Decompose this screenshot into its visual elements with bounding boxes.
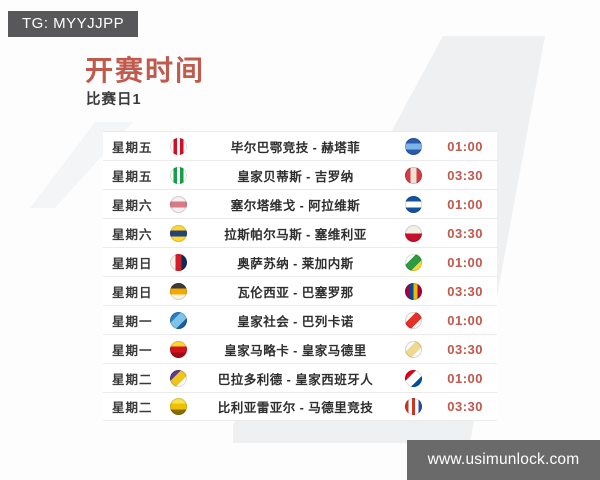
table-row: 星期日 奥萨苏纳 - 莱加内斯 01:00 [103,247,497,276]
table-row: 星期二 巴拉多利德 - 皇家西班牙人 01:00 [103,363,497,392]
away-logo-cell [399,224,427,242]
home-logo-cell [164,340,192,358]
home-logo-cell [164,224,192,242]
away-logo-cell [399,166,427,184]
kickoff-time: 03:30 [447,167,483,183]
day-label: 星期一 [112,343,153,358]
kickoff-time: 03:30 [447,283,483,299]
match-label: 拉斯帕尔马斯 - 塞维利亚 [224,227,367,242]
home-logo-cell [164,282,192,300]
real-betis-logo [169,166,187,184]
table-row: 星期二 比利亚雷亚尔 - 马德里竞技 03:30 [103,392,497,421]
day-label: 星期日 [112,256,153,271]
home-logo-cell [164,311,192,329]
away-logo-cell [399,253,427,271]
away-logo-cell [399,137,427,155]
table-row: 星期五 皇家贝蒂斯 - 吉罗纳 03:30 [103,160,497,189]
match-label: 巴拉多利德 - 皇家西班牙人 [217,372,374,387]
table-row: 星期六 拉斯帕尔马斯 - 塞维利亚 03:30 [103,218,497,247]
valencia-logo [169,282,187,300]
day-label: 星期五 [112,169,153,184]
away-logo-cell [399,195,427,213]
kickoff-time: 03:30 [447,225,483,241]
day-label: 星期二 [112,401,153,415]
tg-handle-badge: TG: MYYJJPP [8,11,139,37]
site-url-banner: www.usimunlock.com [407,440,600,480]
away-logo-cell [399,282,427,300]
away-logo-cell [399,311,427,329]
valladolid-logo [169,369,187,387]
away-logo-cell [399,369,427,387]
alaves-logo [404,195,422,213]
title-block: 开赛时间 比赛日1 [85,55,206,109]
atletico-madrid-logo [404,398,422,415]
athletic-bilbao-logo [169,137,187,155]
kickoff-time: 03:30 [447,341,483,357]
away-logo-cell [399,340,427,358]
match-label: 皇家贝蒂斯 - 吉罗纳 [237,169,354,184]
table-row: 星期五 毕尔巴鄂竞技 - 赫塔菲 01:00 [103,131,497,160]
day-label: 星期六 [112,227,153,242]
table-row: 星期一 皇家马略卡 - 皇家马德里 03:30 [103,334,497,363]
match-label: 比利亚雷亚尔 - 马德里竞技 [217,401,374,415]
match-label: 瓦伦西亚 - 巴塞罗那 [237,285,354,300]
las-palmas-logo [169,224,187,242]
home-logo-cell [164,137,192,155]
espanyol-logo [404,369,422,387]
home-logo-cell [164,398,192,415]
match-label: 毕尔巴鄂竞技 - 赫塔菲 [230,140,361,155]
villarreal-logo [169,398,187,415]
away-logo-cell [399,398,427,415]
barcelona-logo [404,282,422,300]
rayo-vallecano-logo [404,311,422,329]
day-label: 星期二 [112,372,153,387]
day-label: 星期一 [112,314,153,329]
table-row: 星期一 皇家社会 - 巴列卡诺 01:00 [103,305,497,334]
kickoff-time: 01:00 [447,138,483,154]
home-logo-cell [164,166,192,184]
celta-vigo-logo [169,195,187,213]
girona-logo [404,166,422,184]
match-table: 星期五 毕尔巴鄂竞技 - 赫塔菲 01:00 星期五 皇家贝蒂斯 - 吉罗纳 03:30 星… [103,131,497,421]
kickoff-time: 03:30 [447,399,483,414]
kickoff-time: 01:00 [447,370,483,386]
home-logo-cell [164,369,192,387]
day-label: 星期五 [112,140,153,155]
leganes-logo [404,253,422,271]
mallorca-logo [169,340,187,358]
day-label: 星期日 [112,285,153,300]
match-label: 皇家社会 - 巴列卡诺 [237,314,354,329]
kickoff-time: 01:00 [447,312,483,328]
day-label: 星期六 [112,198,153,213]
real-madrid-logo [404,340,422,358]
match-label: 奥萨苏纳 - 莱加内斯 [237,256,354,271]
kickoff-time: 01:00 [447,196,483,212]
osasuna-logo [169,253,187,271]
matchday-label: 比赛日1 [86,91,142,108]
table-row: 星期六 塞尔塔维戈 - 阿拉维斯 01:00 [103,189,497,218]
table-row: 星期日 瓦伦西亚 - 巴塞罗那 03:30 [103,276,497,305]
getafe-logo [404,137,422,155]
page-title: 开赛时间 [85,55,206,86]
kickoff-time: 01:00 [447,254,483,270]
home-logo-cell [164,253,192,271]
match-label: 塞尔塔维戈 - 阿拉维斯 [230,198,361,213]
match-label: 皇家马略卡 - 皇家马德里 [224,343,367,358]
real-sociedad-logo [169,311,187,329]
home-logo-cell [164,195,192,213]
sevilla-logo [404,224,422,242]
